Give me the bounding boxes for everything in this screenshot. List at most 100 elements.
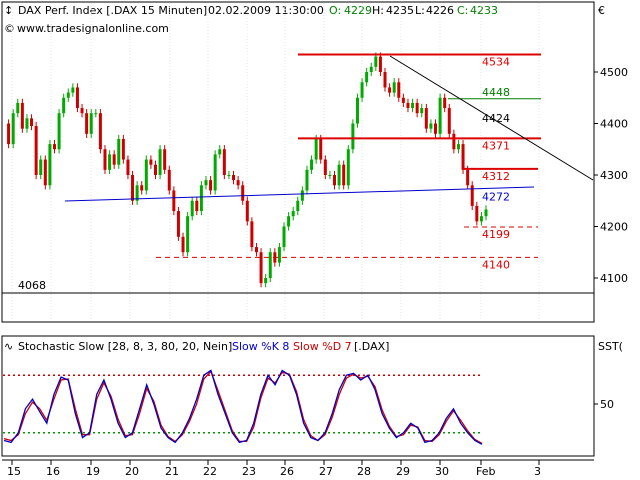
candle-body bbox=[420, 108, 424, 114]
k-label: Slow %K 8 bbox=[232, 340, 289, 353]
stochastic-title: Stochastic Slow [28, 8, 3, 80, 20, Nein] bbox=[18, 340, 232, 353]
level-label: 4534 bbox=[482, 55, 510, 68]
x-tick-label: 23 bbox=[242, 465, 256, 478]
website-label: www.tradesignalonline.com bbox=[17, 22, 169, 35]
candle-body bbox=[443, 97, 447, 109]
candle-body bbox=[333, 175, 337, 186]
candle-body bbox=[71, 87, 75, 93]
candle-body bbox=[259, 252, 263, 284]
candle-body bbox=[108, 154, 112, 170]
candle-body bbox=[218, 149, 222, 155]
candle-body bbox=[176, 211, 180, 237]
candle-body bbox=[264, 278, 268, 284]
candle-body bbox=[80, 108, 84, 114]
candle-body bbox=[452, 133, 456, 150]
candle-body bbox=[30, 118, 34, 127]
header-icon: ↕ bbox=[4, 4, 13, 17]
candle-body bbox=[149, 159, 153, 165]
x-tick-label: 15 bbox=[7, 465, 21, 478]
candle-body bbox=[16, 102, 20, 114]
candle-body bbox=[388, 87, 392, 93]
stochastic-panel-frame bbox=[1, 335, 595, 457]
candle-body bbox=[236, 180, 240, 186]
candle-body bbox=[48, 144, 52, 186]
copyright-icon: © bbox=[4, 22, 15, 35]
candle-body bbox=[7, 123, 11, 145]
candle-body bbox=[365, 72, 369, 83]
candle-body bbox=[392, 82, 396, 93]
candle-body bbox=[254, 247, 258, 253]
stoch-tick-label: 50 bbox=[600, 398, 614, 411]
y-tick-label: 4300 bbox=[600, 169, 628, 182]
x-axis: 15 16 19 20 21 22 23 26 27 28 29 30 Feb 3 bbox=[7, 460, 541, 478]
candle-body bbox=[163, 149, 167, 170]
candle-body bbox=[158, 149, 162, 175]
candle-body bbox=[199, 185, 203, 212]
candle-body bbox=[291, 211, 295, 217]
x-tick-label: 16 bbox=[46, 465, 60, 478]
x-tick-label: 22 bbox=[203, 465, 217, 478]
candle-body bbox=[346, 149, 350, 186]
high-value: 4235 bbox=[386, 4, 414, 17]
stochastic-lines: 50 bbox=[3, 369, 614, 445]
candle-body bbox=[360, 82, 364, 98]
candle-body bbox=[484, 209, 488, 217]
chart-header: ↕ DAX Perf. Index [.DAX 15 Minuten] 02.0… bbox=[4, 4, 605, 35]
candle-body bbox=[369, 66, 373, 72]
candle-body bbox=[62, 97, 66, 114]
candle-body bbox=[456, 144, 460, 150]
low-line-label: 4068 bbox=[18, 279, 46, 292]
candle-body bbox=[323, 159, 327, 175]
open-label: O: bbox=[329, 4, 341, 17]
candle-body bbox=[126, 159, 130, 175]
candle-body bbox=[222, 149, 226, 175]
level-label: 4140 bbox=[482, 258, 510, 271]
candle-body bbox=[470, 185, 474, 206]
candle-body bbox=[209, 180, 213, 191]
level-label: 4312 bbox=[482, 170, 510, 183]
candle-body bbox=[25, 118, 29, 129]
candle-body bbox=[342, 164, 346, 186]
candle-body bbox=[186, 216, 190, 253]
candle-body bbox=[227, 175, 231, 176]
candle-body bbox=[20, 102, 24, 129]
candle-body bbox=[131, 175, 135, 201]
candle-body bbox=[135, 185, 139, 201]
candle-body bbox=[479, 216, 483, 222]
level-label: 4199 bbox=[482, 228, 510, 241]
y-tick-label: 4100 bbox=[600, 272, 628, 285]
datetime-label: 02.02.2009 11:30:00 bbox=[208, 4, 324, 17]
candle-body bbox=[268, 252, 272, 278]
candle-body bbox=[121, 138, 125, 160]
candle-body bbox=[438, 97, 442, 134]
candle-body bbox=[39, 159, 43, 175]
candle-body bbox=[172, 190, 176, 212]
candle-body bbox=[351, 123, 355, 150]
candle-body bbox=[383, 72, 387, 88]
candle-body bbox=[232, 175, 236, 181]
level-label: 4272 bbox=[482, 190, 510, 203]
candle-body bbox=[117, 138, 121, 165]
currency-label: € bbox=[598, 4, 605, 17]
blue-trendline bbox=[64, 186, 535, 202]
candle-body bbox=[374, 56, 378, 67]
candle-body bbox=[411, 102, 415, 109]
close-label: C: bbox=[457, 4, 468, 17]
candle-body bbox=[429, 123, 433, 129]
candle-body bbox=[434, 123, 438, 134]
level-label: 4448 bbox=[482, 86, 510, 99]
candle-body bbox=[89, 113, 93, 134]
candle-body bbox=[466, 169, 470, 186]
candle-body bbox=[167, 169, 171, 191]
candle-body bbox=[424, 108, 428, 129]
candle-body bbox=[397, 82, 401, 98]
candle-body bbox=[287, 216, 291, 227]
x-tick-label: 21 bbox=[165, 465, 179, 478]
level-label: 4371 bbox=[482, 139, 510, 152]
candle-body bbox=[475, 205, 479, 222]
price-axis: 4100 4200 4300 4400 4500 bbox=[594, 66, 628, 285]
candle-body bbox=[328, 175, 332, 176]
candle-body bbox=[447, 108, 451, 134]
candle-body bbox=[52, 144, 56, 150]
